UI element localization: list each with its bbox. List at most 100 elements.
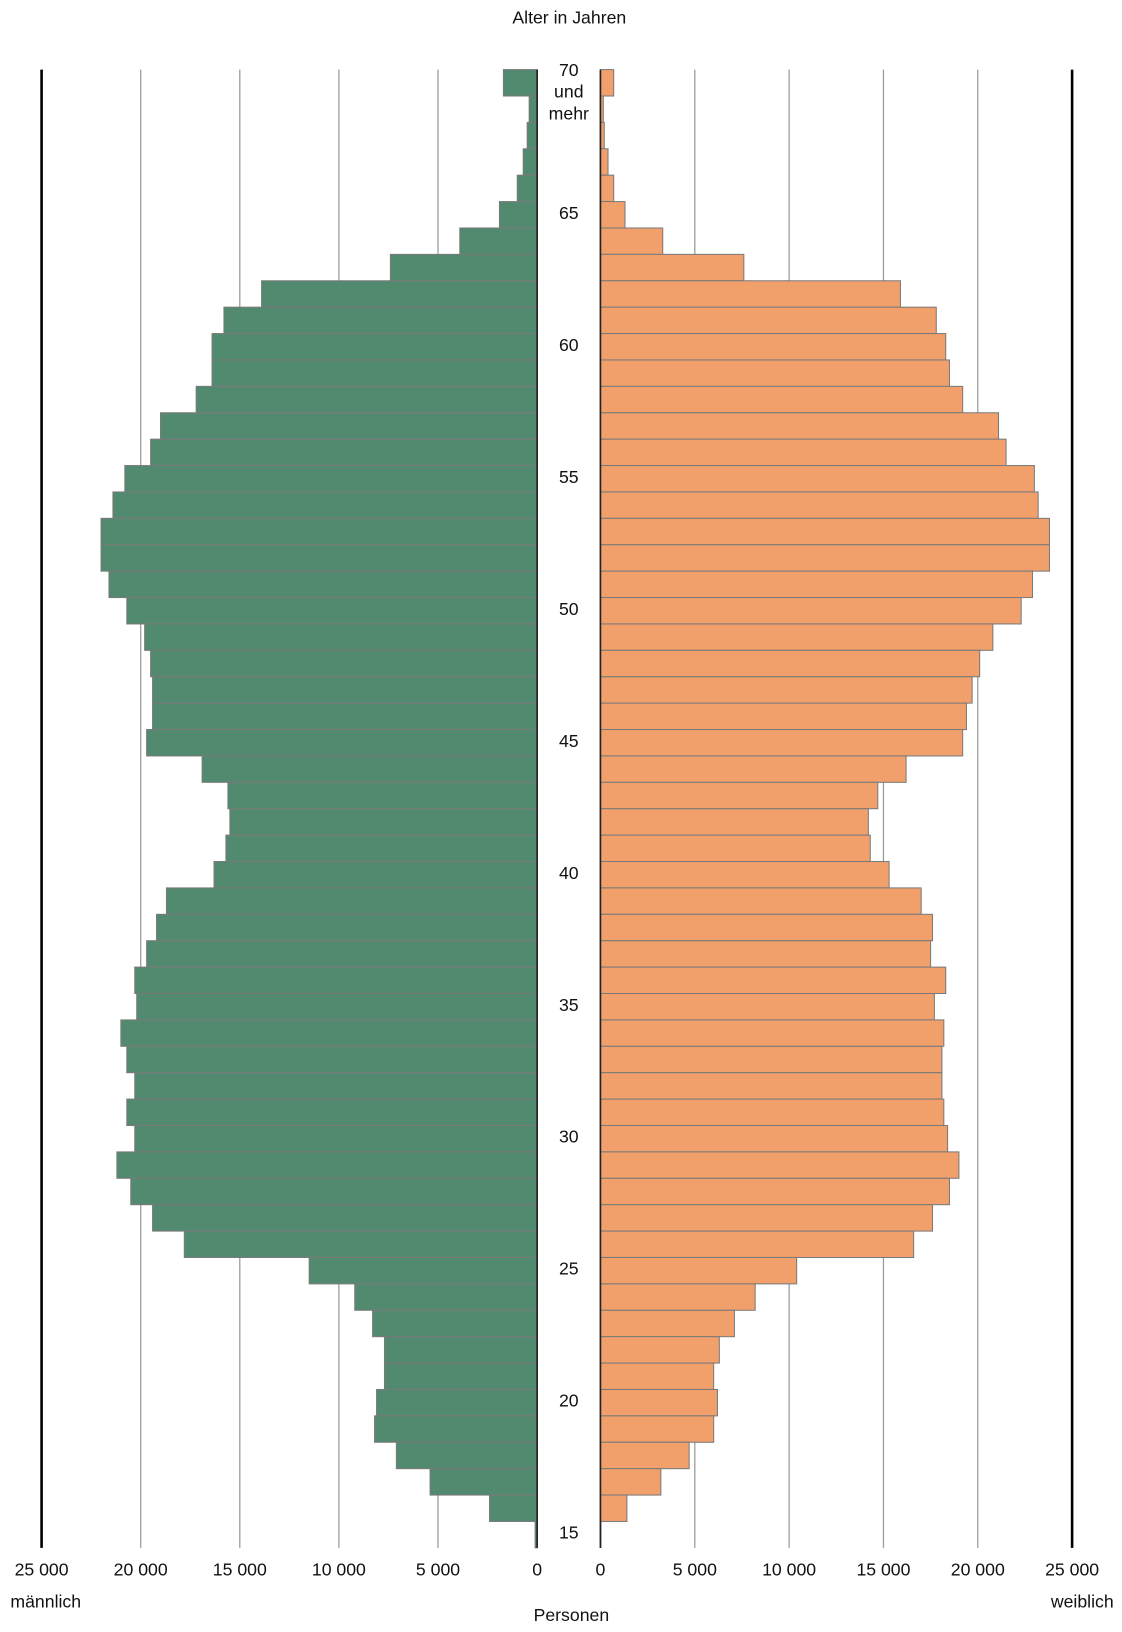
bar — [136, 992, 538, 1021]
bar — [211, 333, 538, 361]
bar — [395, 1441, 538, 1470]
bar — [372, 1309, 538, 1338]
bar — [120, 1019, 538, 1047]
category-label-box: 65 — [545, 202, 592, 225]
bar — [599, 966, 947, 995]
bar — [459, 227, 538, 255]
bar — [195, 385, 538, 414]
bar — [599, 623, 994, 651]
bar — [599, 491, 1039, 519]
bar — [599, 597, 1022, 625]
bar — [599, 253, 745, 282]
bar — [599, 570, 1034, 599]
bar — [599, 1072, 943, 1100]
bar — [599, 148, 609, 176]
bar — [599, 1362, 715, 1390]
bar — [599, 676, 973, 704]
bar — [599, 227, 664, 255]
bar — [599, 438, 1007, 467]
x-tick-label-right: 25 000 — [1045, 1559, 1099, 1579]
bar — [599, 1336, 720, 1364]
bar — [183, 1230, 538, 1259]
bar — [152, 702, 538, 731]
x-tick-label-left: 25 000 — [15, 1559, 69, 1579]
bar — [489, 1494, 538, 1522]
bar — [229, 808, 538, 836]
bar — [429, 1468, 538, 1496]
bar — [599, 359, 950, 387]
bar — [126, 1045, 538, 1074]
bar — [599, 517, 1050, 546]
category-label-box: 60 — [545, 334, 592, 357]
category-label-box: 55 — [545, 466, 592, 489]
bar — [599, 1204, 934, 1232]
bar — [100, 544, 538, 572]
legend-label: weiblich — [1050, 1592, 1114, 1612]
category-label: 70 und mehr — [545, 59, 592, 125]
bar — [599, 1441, 690, 1470]
bar — [134, 1124, 538, 1153]
bar — [599, 1177, 950, 1206]
bar — [389, 253, 538, 282]
bar — [383, 1336, 538, 1364]
bar — [201, 755, 538, 783]
bar — [599, 702, 967, 731]
bar — [152, 676, 538, 704]
category-label: 15 — [545, 1522, 592, 1544]
bar — [374, 1415, 538, 1443]
category-label: 55 — [545, 466, 592, 489]
bar — [213, 861, 538, 889]
x-tick-label-left: 20 000 — [114, 1559, 168, 1579]
bar — [599, 834, 871, 863]
bar — [116, 1151, 538, 1179]
bar — [599, 465, 1035, 493]
bar — [599, 1019, 945, 1047]
bar — [599, 1124, 949, 1153]
category-label-box: 50 — [545, 598, 592, 621]
bar — [227, 781, 538, 810]
x-axis-label: Personen — [534, 1605, 610, 1625]
bar — [150, 649, 538, 678]
bar — [599, 887, 922, 915]
bar — [383, 1362, 538, 1390]
bar — [126, 1098, 538, 1127]
bar — [261, 280, 538, 308]
bar — [599, 333, 947, 361]
bar — [144, 623, 538, 651]
bar — [599, 69, 615, 97]
bar — [156, 913, 538, 942]
bar — [599, 808, 869, 836]
bar — [134, 966, 538, 995]
bar — [599, 201, 626, 229]
bar — [124, 465, 538, 493]
bar — [134, 1072, 538, 1100]
category-label-box: 70 und mehr — [545, 59, 592, 125]
x-tick-label-left: 15 000 — [213, 1559, 267, 1579]
bar — [376, 1388, 538, 1417]
bar — [498, 201, 538, 229]
bar — [146, 729, 538, 757]
bar — [150, 438, 538, 467]
category-label: 45 — [545, 730, 592, 753]
x-tick-label-left: 10 000 — [312, 1559, 366, 1579]
category-label: 20 — [545, 1390, 592, 1413]
x-tick-label-left: 5 000 — [416, 1559, 460, 1579]
bar — [526, 121, 538, 150]
x-tick-label-right: 10 000 — [762, 1559, 816, 1579]
category-label-box: 40 — [545, 862, 592, 885]
bar — [130, 1177, 538, 1206]
category-label: 60 — [545, 334, 592, 357]
x-tick-label-right: 15 000 — [856, 1559, 910, 1579]
bar — [225, 834, 538, 863]
category-label: 65 — [545, 202, 592, 225]
category-label-box: 25 — [545, 1258, 592, 1281]
bar — [599, 412, 1000, 440]
bar — [599, 1309, 735, 1338]
bar — [165, 887, 538, 915]
bar — [502, 69, 538, 97]
bar — [599, 729, 964, 757]
bar — [599, 755, 907, 783]
bar — [599, 1283, 756, 1311]
category-label-box: 35 — [545, 994, 592, 1017]
